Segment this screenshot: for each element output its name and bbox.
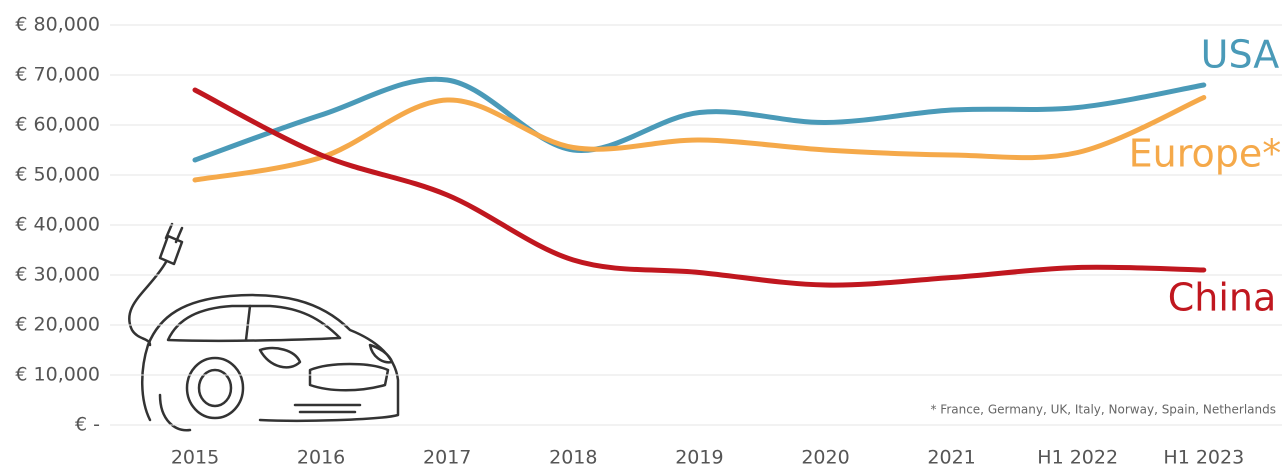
y-tick-label: € 60,000	[15, 114, 100, 136]
x-tick-label: H1 2023	[1163, 447, 1244, 469]
series-label: Europe*	[1129, 132, 1282, 176]
y-tick-label: € 70,000	[15, 64, 100, 86]
x-tick-label: 2016	[297, 447, 345, 469]
y-tick-label: € 20,000	[15, 314, 100, 336]
plot: € - € 10,000 € 20,000 € 30,000 € 40,000 € 50,…	[15, 14, 1282, 469]
series-label: China	[1168, 276, 1277, 320]
x-tick-label: 2019	[675, 447, 723, 469]
y-tick-label: € 40,000	[15, 214, 100, 236]
x-tick-label: 2018	[549, 447, 597, 469]
footnote: * France, Germany, UK, Italy, Norway, Sp…	[930, 403, 1276, 417]
car-icon	[128, 222, 400, 432]
x-tick-label: H1 2022	[1037, 447, 1118, 469]
y-tick-label: € 10,000	[15, 364, 100, 386]
y-tick-label: € -	[75, 414, 100, 436]
x-tick-label: 2017	[423, 447, 471, 469]
x-tick-label: 2020	[801, 447, 849, 469]
series-line	[192, 87, 1207, 288]
y-tick-label: € 80,000	[15, 14, 100, 36]
x-tick-label: 2015	[171, 447, 219, 469]
series-label: USA	[1201, 33, 1280, 77]
series-line	[192, 76, 1207, 163]
y-tick-label: € 50,000	[15, 164, 100, 186]
series-line	[192, 95, 1207, 183]
x-tick-label: 2021	[927, 447, 975, 469]
y-tick-label: € 30,000	[15, 264, 100, 286]
